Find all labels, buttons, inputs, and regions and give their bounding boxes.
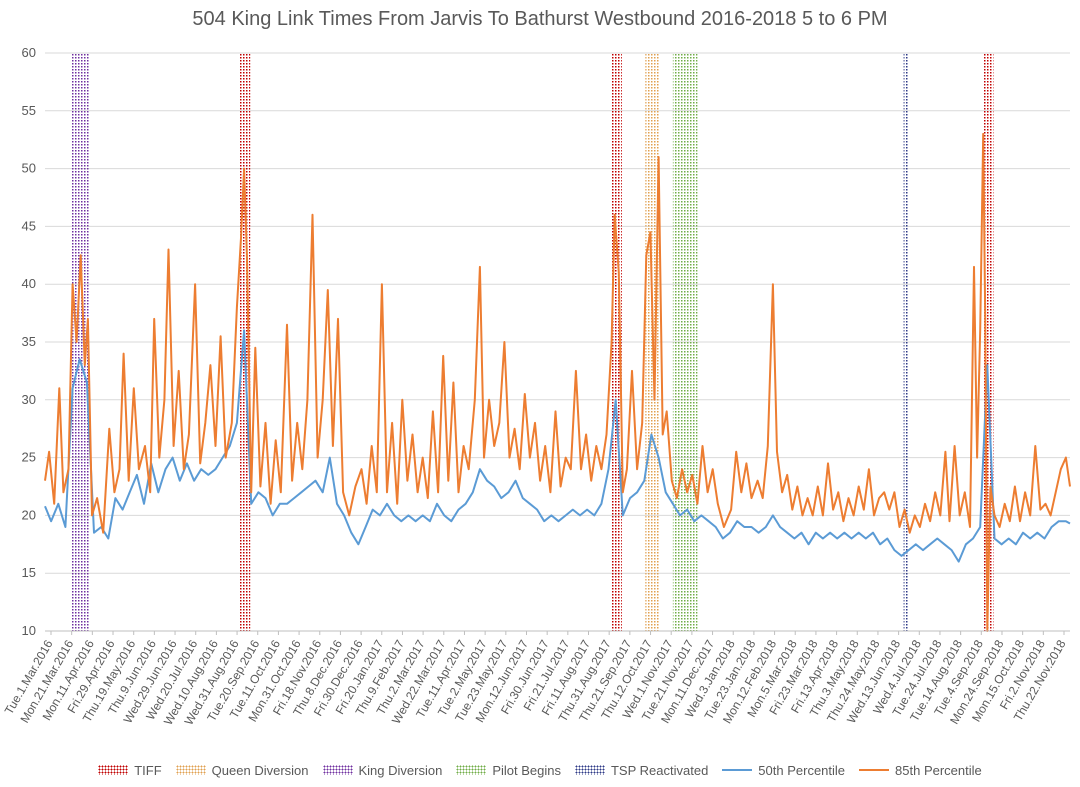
legend-swatch	[574, 765, 605, 775]
series-line	[44, 329, 1071, 563]
legend-item: 85th Percentile	[859, 763, 982, 778]
legend-swatch	[456, 765, 487, 775]
event-band	[611, 53, 622, 631]
series-line	[44, 132, 1071, 632]
legend-label: Queen Diversion	[211, 762, 309, 778]
y-tick-label: 15	[22, 565, 36, 580]
legend-item: 50th Percentile	[722, 763, 845, 778]
legend-label: King Diversion	[358, 762, 443, 778]
legend-item: TIFF	[98, 762, 162, 778]
y-tick-label: 50	[22, 161, 36, 176]
series-lines	[44, 132, 1071, 632]
legend-swatch	[859, 769, 890, 771]
legend-label: Pilot Begins	[492, 762, 561, 778]
event-band	[903, 53, 909, 631]
legend-swatch	[722, 769, 753, 771]
legend-item: Pilot Begins	[456, 763, 561, 778]
y-tick-label: 25	[22, 450, 36, 465]
event-band	[672, 53, 698, 631]
event-band	[71, 53, 89, 631]
legend-item: TSP Reactivated	[574, 762, 709, 778]
y-tick-label: 30	[22, 392, 36, 407]
y-tick-label: 35	[22, 334, 36, 349]
legend-label: TIFF	[134, 762, 162, 778]
x-axis: Tue.1.Mar.2016Mon.21.Mar.2016Mon.11.Apr.…	[2, 630, 1070, 728]
y-tick-label: 10	[22, 623, 36, 638]
legend-label: TSP Reactivated	[610, 762, 709, 778]
legend-item: Queen Diversion	[175, 762, 309, 778]
event-band	[983, 53, 994, 631]
y-tick-label: 40	[22, 276, 36, 291]
legend-swatch	[322, 765, 353, 775]
y-axis: 10 15 20 25 30 35 40 45 50 55 60	[22, 45, 36, 638]
legend-label: 85th Percentile	[895, 762, 982, 778]
y-tick-label: 55	[22, 103, 36, 118]
legend-swatch	[98, 765, 129, 775]
y-tick-label: 45	[22, 218, 36, 233]
legend-label: 50th Percentile	[758, 762, 846, 778]
y-tick-label: 20	[22, 507, 36, 522]
legend: TIFF Queen Diversion King Diversion Pilot B…	[0, 760, 1080, 780]
legend-swatch	[175, 765, 206, 775]
chart-title: 504 King Link Times From Jarvis To Bathu…	[192, 8, 888, 30]
legend-item: King Diversion	[322, 762, 443, 778]
y-tick-label: 60	[22, 45, 36, 60]
